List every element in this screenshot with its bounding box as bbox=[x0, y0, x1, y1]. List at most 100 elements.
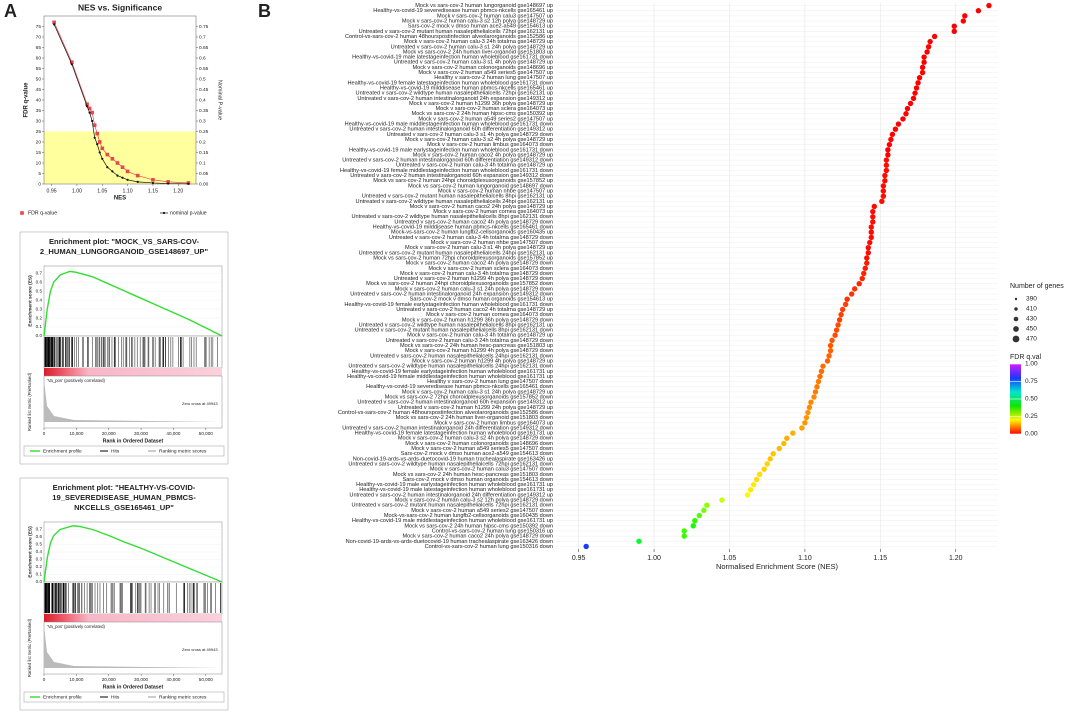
y-axis-label: FDR q-value bbox=[24, 82, 30, 118]
y-tick-label: 30 bbox=[36, 118, 42, 124]
point bbox=[848, 291, 855, 297]
point bbox=[756, 471, 763, 478]
category-label: Healthy v sars-cov-2 human lung gse14750… bbox=[427, 379, 553, 385]
colorbar-label: 0.25 bbox=[1025, 413, 1038, 420]
category-label: Untreated v sars-cov-2 human calu-3 4h t… bbox=[389, 235, 553, 241]
y-tick-label: 0.7 bbox=[36, 527, 43, 532]
point bbox=[803, 414, 810, 421]
point bbox=[802, 420, 808, 426]
point bbox=[919, 64, 926, 71]
y2-tick-label: 0.2 bbox=[199, 139, 206, 145]
y2-tick-label: 0.1 bbox=[199, 160, 206, 166]
point bbox=[776, 445, 782, 452]
y-tick-label: 5 bbox=[38, 171, 41, 177]
y-tick-label: 10 bbox=[36, 160, 42, 166]
x-tick-label: 40,000 bbox=[166, 431, 180, 436]
point bbox=[925, 44, 932, 50]
x-tick-label: 1.10 bbox=[798, 555, 812, 562]
x-tick-label: 1.00 bbox=[72, 188, 82, 194]
x-tick-label: 30,000 bbox=[134, 677, 148, 682]
y-tick-label: 0.2 bbox=[36, 564, 43, 569]
category-label: Healthy-vs-covid-19 female middlestagein… bbox=[347, 374, 553, 380]
category-label: Untreated v sars-cov-2 human nasalepithe… bbox=[370, 353, 553, 359]
x-tick-label: 1.05 bbox=[723, 555, 737, 562]
x-tick-label: 1.10 bbox=[123, 188, 133, 194]
point bbox=[753, 476, 760, 483]
category-label: Healthy-vs-covid-19 female latestageinfe… bbox=[355, 431, 553, 437]
category-label: Mock vs sars-cov-2 human lungorganoid gs… bbox=[415, 3, 553, 9]
plot-background bbox=[556, 3, 998, 549]
chart-title: NES vs. Significance bbox=[78, 2, 162, 12]
category-label: Mock vs sars-cov-2 24h human hesc-pancre… bbox=[400, 343, 553, 349]
category-label: Non-covid-19-ards-vs-ards-duetocovid-19 … bbox=[346, 539, 553, 545]
category-label: Mock v sars-cov-2 human h1299 36h polya … bbox=[409, 101, 553, 107]
category-label: Healthy-vs-covid-19 female middlestagein… bbox=[340, 168, 553, 174]
category-label: Control-vs-sars-cov-2 human lung gse1503… bbox=[425, 544, 553, 550]
point bbox=[85, 105, 89, 108]
category-label: Mock v sars-cov-2 human calu-3 s1 4h pol… bbox=[405, 245, 553, 251]
point bbox=[166, 180, 170, 184]
point bbox=[151, 178, 155, 182]
category-label: Control-vs-sars-cov-2 human 48hoursposti… bbox=[345, 34, 553, 40]
point bbox=[962, 13, 968, 19]
category-label: Mock v sars-cov-2 human calu-3 s1 24h po… bbox=[402, 389, 553, 395]
point bbox=[120, 165, 125, 169]
point bbox=[111, 170, 114, 173]
point bbox=[883, 167, 890, 174]
category-label: Untreated v sars-cov-2 mutant human nasa… bbox=[359, 29, 553, 35]
point bbox=[52, 20, 56, 25]
x-tick-label: 50,000 bbox=[199, 677, 213, 682]
point bbox=[910, 95, 917, 101]
size-legend-label: 410 bbox=[1026, 306, 1037, 313]
category-label: Untreated v sars-cov-2 wildtype human na… bbox=[359, 322, 553, 328]
category-label: Mock v sars-cov-2 human caco2 4h polya g… bbox=[406, 261, 553, 267]
y-tick-label: 70 bbox=[36, 34, 42, 40]
category-label: Mock v sars-cov-2 human calu-3 4h totalr… bbox=[407, 333, 553, 339]
point bbox=[814, 384, 820, 390]
x-tick-label: 10,000 bbox=[69, 431, 83, 436]
chart-title: 19_SEVEREDISEASE_HUMAN_PBMCS- bbox=[52, 493, 196, 502]
category-label: Mock v sars-cov-2 human colonorganoids g… bbox=[405, 441, 553, 447]
rank-strip bbox=[44, 368, 222, 376]
category-label: Mock v sars-cov-2 human caco2 24h polya … bbox=[403, 534, 554, 540]
y2-axis-label: Nominal P-value bbox=[217, 80, 223, 120]
x-tick-label: 20,000 bbox=[102, 677, 116, 682]
rank-frame bbox=[43, 375, 223, 429]
chart-title: NKCELLS_GSE165461_UP" bbox=[74, 503, 174, 512]
point bbox=[870, 214, 876, 220]
point bbox=[126, 178, 129, 181]
category-label: Healthy-vs-covid-19 milddisease human pb… bbox=[380, 85, 553, 91]
category-label: Untreated v sars-cov-2 human intestinalo… bbox=[357, 96, 553, 102]
legend-box bbox=[23, 445, 225, 457]
point bbox=[888, 136, 894, 143]
x-axis-label: Normalised Enrichment Score (NES) bbox=[716, 562, 839, 571]
category-label: Mock v sars-cov-2 human h1299 36h polya … bbox=[402, 317, 553, 323]
category-label: Healthy-vs-covid-19 male middlestageinfe… bbox=[352, 518, 553, 524]
x-axis-label: NES bbox=[114, 196, 126, 202]
y-tick-label: 0.3 bbox=[36, 557, 43, 562]
y-tick-label: 60 bbox=[36, 55, 42, 61]
y-tick-label: 50 bbox=[36, 76, 42, 82]
chart-title: 2_HUMAN_LUNGORGANOID_GSE148697_UP" bbox=[40, 247, 209, 256]
category-label: Mock vs sars-cov-2 human 24hpi choroidpl… bbox=[373, 178, 553, 184]
category-label: Mock v sars-cov-2 human h1299 4h polya g… bbox=[412, 358, 553, 364]
legend-label: Hits bbox=[111, 448, 120, 454]
point bbox=[856, 281, 862, 287]
point bbox=[880, 183, 887, 189]
point bbox=[827, 342, 834, 349]
point bbox=[115, 161, 120, 165]
point bbox=[151, 181, 155, 185]
category-label: Untreated v sars-cov-2 mutant human nasa… bbox=[352, 503, 554, 509]
point bbox=[851, 286, 858, 292]
category-label: Mock vs sars-cov-2 human 72hpi choroidpl… bbox=[373, 255, 553, 261]
y-tick-label: 35 bbox=[36, 108, 42, 114]
point bbox=[781, 440, 787, 447]
x-tick-label: 0 bbox=[43, 431, 46, 436]
point bbox=[889, 131, 896, 138]
point bbox=[862, 265, 868, 271]
point bbox=[870, 219, 876, 225]
category-label: Untreated v sars-cov-2 human h1299 24h p… bbox=[398, 405, 553, 411]
category-label: Untreated v sars-cov-2 mutant human nasa… bbox=[359, 250, 553, 256]
category-label: Untreated v sars-cov-2 human calu-3 s1 4… bbox=[387, 132, 553, 138]
point bbox=[97, 140, 102, 144]
